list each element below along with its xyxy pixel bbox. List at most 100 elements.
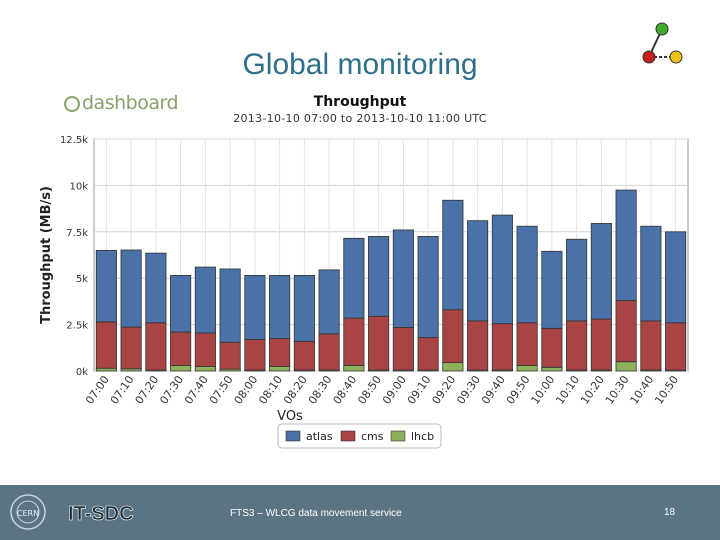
y-tick-label: 7.5k xyxy=(66,228,88,239)
legend-swatch-atlas xyxy=(285,430,301,442)
bar-cms-0930 xyxy=(467,320,489,371)
x-tick-label: 08:40 xyxy=(330,373,359,406)
bar-cms-0810 xyxy=(269,338,291,367)
legend: atlas cms lhcb xyxy=(277,423,442,449)
bar-atlas-0820 xyxy=(293,275,315,342)
dashboard-logo-icon xyxy=(64,96,80,112)
y-axis-label: Throughput (MB/s) xyxy=(39,186,54,324)
footer-bar xyxy=(0,485,720,540)
x-tick-label: 07:00 xyxy=(83,373,112,406)
bar-cms-1020 xyxy=(590,318,612,371)
footer-text: FTS3 – WLCG data movement service xyxy=(230,508,402,519)
svg-text:CERN: CERN xyxy=(17,509,39,518)
cern-logo-icon: CERN xyxy=(10,494,46,530)
bar-lhcb-0840 xyxy=(343,365,365,372)
x-tick-label: 08:00 xyxy=(231,373,260,406)
y-tick-label: 0k xyxy=(76,367,88,378)
bar-cms-0900 xyxy=(392,326,414,371)
x-tick-label: 09:20 xyxy=(429,373,458,406)
legend-label-lhcb: lhcb xyxy=(411,430,434,443)
bar-lhcb-1030 xyxy=(615,361,637,372)
bar-atlas-1010 xyxy=(566,238,588,322)
plot-area xyxy=(93,138,689,372)
bar-atlas-0850 xyxy=(368,236,390,317)
bar-atlas-0730 xyxy=(170,275,192,333)
bar-lhcb-0810 xyxy=(269,365,291,372)
bar-atlas-1050 xyxy=(665,231,687,324)
x-tick-label: 08:30 xyxy=(306,373,335,406)
bar-lhcb-0950 xyxy=(516,365,538,372)
bar-atlas-0930 xyxy=(467,220,489,322)
bar-cms-0850 xyxy=(368,315,390,371)
x-tick-label: 09:40 xyxy=(479,373,508,406)
bar-cms-1050 xyxy=(665,322,687,371)
bar-atlas-0810 xyxy=(269,275,291,339)
y-tick-label: 5k xyxy=(76,274,88,285)
bar-atlas-0950 xyxy=(516,225,538,324)
x-tick-label: 07:30 xyxy=(157,373,186,406)
bar-cms-1000 xyxy=(541,327,563,368)
x-tick-label: 08:10 xyxy=(256,373,285,406)
x-tick-label: 10:50 xyxy=(652,373,681,406)
y-tick-label: 10k xyxy=(69,181,88,192)
page-number: 18 xyxy=(664,507,676,518)
footer-left-label: IT-SDC xyxy=(68,503,134,526)
legend-label-atlas: atlas xyxy=(306,430,333,443)
network-logo-icon xyxy=(642,22,683,64)
bar-atlas-0740 xyxy=(194,266,216,334)
y-tick-label: 12.5k xyxy=(60,135,88,146)
bar-lhcb-0700 xyxy=(95,367,117,372)
legend-swatch-lhcb xyxy=(390,430,406,442)
legend-swatch-cms xyxy=(340,430,356,442)
y-tick-labels: 0k 2.5k 5k 7.5k 10k 12.5k xyxy=(60,135,88,378)
bar-cms-0750 xyxy=(219,341,241,370)
bars-layer xyxy=(95,189,687,372)
bar-atlas-0750 xyxy=(219,268,241,343)
bar-cms-0720 xyxy=(145,322,167,371)
bar-atlas-0800 xyxy=(244,275,266,340)
bar-cms-0840 xyxy=(343,317,365,366)
bar-atlas-1000 xyxy=(541,250,563,329)
x-tick-label: 10:30 xyxy=(603,373,632,406)
x-tick-label: 09:10 xyxy=(405,373,434,406)
slide-title: Global monitoring xyxy=(242,48,478,81)
x-tick-label: 10:10 xyxy=(553,373,582,406)
bar-atlas-0900 xyxy=(392,229,414,328)
bar-lhcb-1000 xyxy=(541,366,563,372)
x-axis-label: VOs xyxy=(277,409,303,424)
y-tick-label: 2.5k xyxy=(66,321,88,332)
bar-atlas-0920 xyxy=(442,199,464,311)
x-tick-label: 08:20 xyxy=(281,373,310,406)
bar-cms-0820 xyxy=(293,340,315,371)
x-tick-label: 10:00 xyxy=(528,373,557,406)
bar-cms-1010 xyxy=(566,320,588,371)
legend-label-cms: cms xyxy=(361,430,384,443)
bar-cms-1040 xyxy=(640,320,662,371)
bar-cms-0830 xyxy=(318,333,340,371)
bar-atlas-1020 xyxy=(590,223,612,320)
x-tick-label: 09:30 xyxy=(454,373,483,406)
bar-cms-0700 xyxy=(95,321,117,369)
dashboard-logo: dashboard xyxy=(64,92,179,114)
x-tick-label: 07:50 xyxy=(207,373,236,406)
bar-cms-0910 xyxy=(417,337,439,371)
bar-cms-0730 xyxy=(170,331,192,366)
bar-atlas-0700 xyxy=(95,249,117,323)
throughput-chart: 0k 2.5k 5k 7.5k 10k 12.5k 07:0007:1007:2007:3… xyxy=(39,135,689,449)
bar-atlas-0830 xyxy=(318,269,340,335)
bar-lhcb-0920 xyxy=(442,362,464,372)
bar-cms-0740 xyxy=(194,332,216,367)
bar-cms-0920 xyxy=(442,309,464,364)
bar-atlas-1030 xyxy=(615,189,637,301)
x-tick-label: 08:50 xyxy=(355,373,384,406)
x-tick-label: 10:40 xyxy=(627,373,656,406)
bar-atlas-0840 xyxy=(343,237,365,319)
bar-atlas-0910 xyxy=(417,236,439,338)
bar-cms-0940 xyxy=(491,323,513,371)
bar-lhcb-0740 xyxy=(194,365,216,372)
bar-cms-1030 xyxy=(615,300,637,363)
dashboard-logo-text: dashboard xyxy=(82,92,179,114)
x-tick-label: 09:50 xyxy=(504,373,533,406)
x-tick-label: 07:40 xyxy=(182,373,211,406)
x-tick-label: 07:10 xyxy=(108,373,137,406)
